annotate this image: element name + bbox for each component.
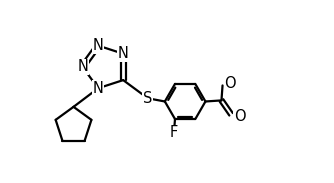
Text: F: F — [170, 126, 178, 140]
Text: O: O — [234, 109, 245, 124]
Text: O: O — [224, 76, 236, 91]
Text: N: N — [118, 46, 129, 61]
Text: N: N — [93, 81, 104, 96]
Text: S: S — [143, 91, 152, 106]
Text: N: N — [93, 38, 104, 53]
Text: N: N — [77, 59, 88, 74]
